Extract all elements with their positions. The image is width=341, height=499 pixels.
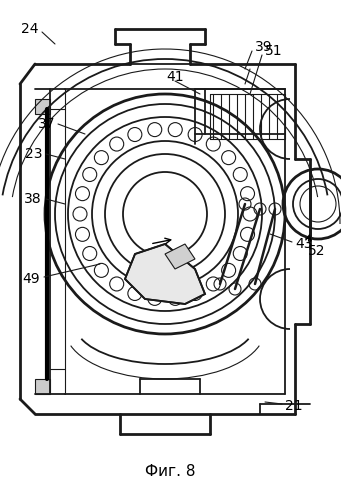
Text: 38: 38 — [24, 192, 42, 206]
Text: 37: 37 — [38, 117, 55, 131]
Text: 24: 24 — [20, 22, 38, 36]
Text: Фиг. 8: Фиг. 8 — [145, 464, 195, 479]
Polygon shape — [35, 379, 50, 394]
Text: 23: 23 — [25, 147, 42, 161]
Text: 41: 41 — [166, 70, 184, 84]
Text: 52: 52 — [308, 244, 326, 258]
Polygon shape — [165, 244, 195, 269]
Text: 43: 43 — [295, 237, 312, 251]
Polygon shape — [125, 244, 205, 304]
Text: 49: 49 — [23, 272, 40, 286]
Text: 21: 21 — [285, 399, 302, 413]
Text: 39: 39 — [255, 40, 272, 54]
Polygon shape — [35, 99, 50, 114]
Text: 51: 51 — [265, 44, 283, 58]
